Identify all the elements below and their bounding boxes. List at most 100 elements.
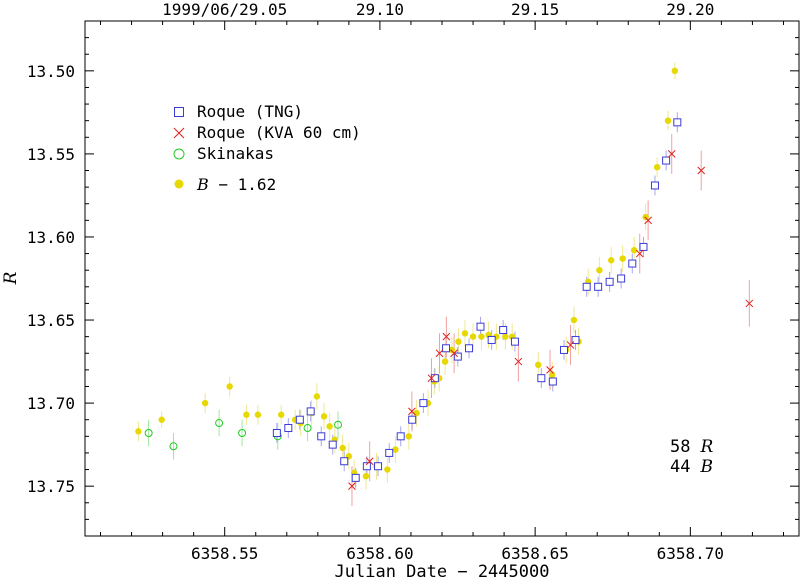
- skinakas-point: [144, 429, 153, 437]
- b-band-point: [362, 472, 370, 480]
- skinakas-point: [169, 442, 178, 451]
- count-r-number: 58: [670, 437, 690, 457]
- legend-label-tng: Roque (TNG): [197, 102, 303, 121]
- tng-point: [476, 322, 485, 331]
- kva-point: [635, 249, 644, 258]
- tng-point: [453, 352, 462, 361]
- y-tick-label: 13.60: [27, 228, 75, 247]
- tng-point: [548, 377, 557, 386]
- kva-point: [697, 166, 706, 175]
- b-band-point: [630, 247, 638, 254]
- y-tick-label: 13.70: [27, 394, 75, 413]
- tng-point: [419, 399, 428, 408]
- kva-point: [667, 150, 676, 158]
- legend-b-letter: B: [196, 175, 209, 194]
- tng-point: [662, 156, 671, 165]
- tng-point: [328, 440, 337, 449]
- x-axis-label: Julian Date − 2445000: [335, 562, 550, 582]
- b-band-point: [135, 428, 142, 435]
- kva-point: [408, 407, 416, 416]
- count-b-line: 44 B: [670, 457, 713, 477]
- point-count-annotation: 58 R 44 B: [670, 437, 713, 477]
- x-tick-label: 6358.55: [191, 544, 258, 563]
- kva-point: [546, 366, 554, 374]
- b-band-point: [320, 413, 328, 420]
- y-tick-label: 13.65: [27, 311, 75, 330]
- legend-b-offset: − 1.62: [209, 175, 276, 194]
- kva-point: [442, 332, 451, 341]
- tng-point: [284, 424, 293, 433]
- b-band-point: [596, 266, 603, 274]
- b-band-point: [664, 117, 672, 124]
- top-date-tick-label: 29.20: [666, 0, 714, 19]
- legend: Roque (TNG) Roque (KVA 60 cm) Skinakas B…: [173, 102, 361, 194]
- tng-point: [396, 432, 405, 441]
- b-band-point: [254, 411, 262, 418]
- tng-point: [510, 337, 519, 346]
- b-band-point: [642, 213, 649, 221]
- tng-point: [650, 181, 659, 190]
- tng-point: [499, 326, 508, 334]
- b-band-point: [535, 361, 542, 369]
- tng-point: [374, 462, 383, 471]
- top-date-tick-label: 1999/06/29.05: [162, 0, 287, 19]
- kva-point: [365, 457, 374, 466]
- top-date-tick-label: 29.10: [356, 0, 404, 19]
- tng-point: [340, 457, 349, 466]
- b-band-point: [478, 333, 485, 340]
- legend-marker-cross: [173, 127, 185, 139]
- tng-point: [571, 335, 580, 344]
- b-band-point: [339, 444, 346, 452]
- b-band-point: [455, 338, 462, 345]
- b-band-point: [413, 409, 420, 417]
- b-band-point: [448, 346, 456, 354]
- b-band-point: [384, 466, 391, 473]
- b-band-point: [405, 433, 412, 440]
- top-date-tick-label: 29.15: [511, 0, 559, 19]
- b-band-point: [653, 163, 661, 171]
- kva-point: [745, 299, 754, 308]
- tng-point: [408, 415, 417, 424]
- legend-entry-tng: Roque (TNG): [174, 102, 303, 121]
- count-r-band: R: [699, 437, 713, 457]
- tng-point: [617, 274, 626, 283]
- b-band-point: [549, 371, 556, 379]
- tng-point: [487, 335, 496, 344]
- tng-point: [605, 277, 614, 286]
- b-band-point: [671, 67, 679, 75]
- tng-point: [385, 448, 394, 457]
- b-band-point: [277, 411, 285, 418]
- b-band-point: [243, 411, 250, 418]
- b-band-point: [326, 423, 333, 430]
- tng-point: [351, 473, 360, 482]
- tng-point: [639, 242, 648, 251]
- b-band-point: [502, 333, 509, 340]
- legend-label-kva: Roque (KVA 60 cm): [197, 123, 361, 142]
- plot-frame: [84, 20, 800, 537]
- tng-point: [272, 429, 281, 437]
- skinakas-point: [238, 429, 247, 437]
- tng-point: [362, 462, 371, 471]
- legend-label-skinakas: Skinakas: [197, 144, 274, 163]
- kva-point: [514, 357, 523, 366]
- tng-point: [317, 432, 326, 441]
- b-band-point: [158, 416, 165, 423]
- b-band-point: [461, 330, 469, 337]
- tng-point: [295, 415, 304, 424]
- legend-marker-dot: [174, 179, 184, 189]
- axis-ticks: 6358.55 6358.60 6358.65 6358.70 1999/06/29.0…: [27, 0, 799, 563]
- kva-point: [427, 374, 436, 383]
- skinakas-point: [215, 419, 224, 428]
- b-band-point: [607, 257, 615, 264]
- kva-point: [566, 341, 575, 349]
- b-band-point: [226, 383, 233, 390]
- b-band-point: [570, 316, 578, 324]
- skinakas-point: [303, 424, 312, 433]
- count-b-band: B: [699, 457, 713, 477]
- x-tick-label: 6358.70: [657, 544, 724, 563]
- kva-point: [435, 349, 444, 358]
- legend-entry-b-band: B − 1.62: [174, 175, 276, 194]
- tng-point: [628, 259, 637, 268]
- y-tick-label: 13.50: [27, 62, 75, 81]
